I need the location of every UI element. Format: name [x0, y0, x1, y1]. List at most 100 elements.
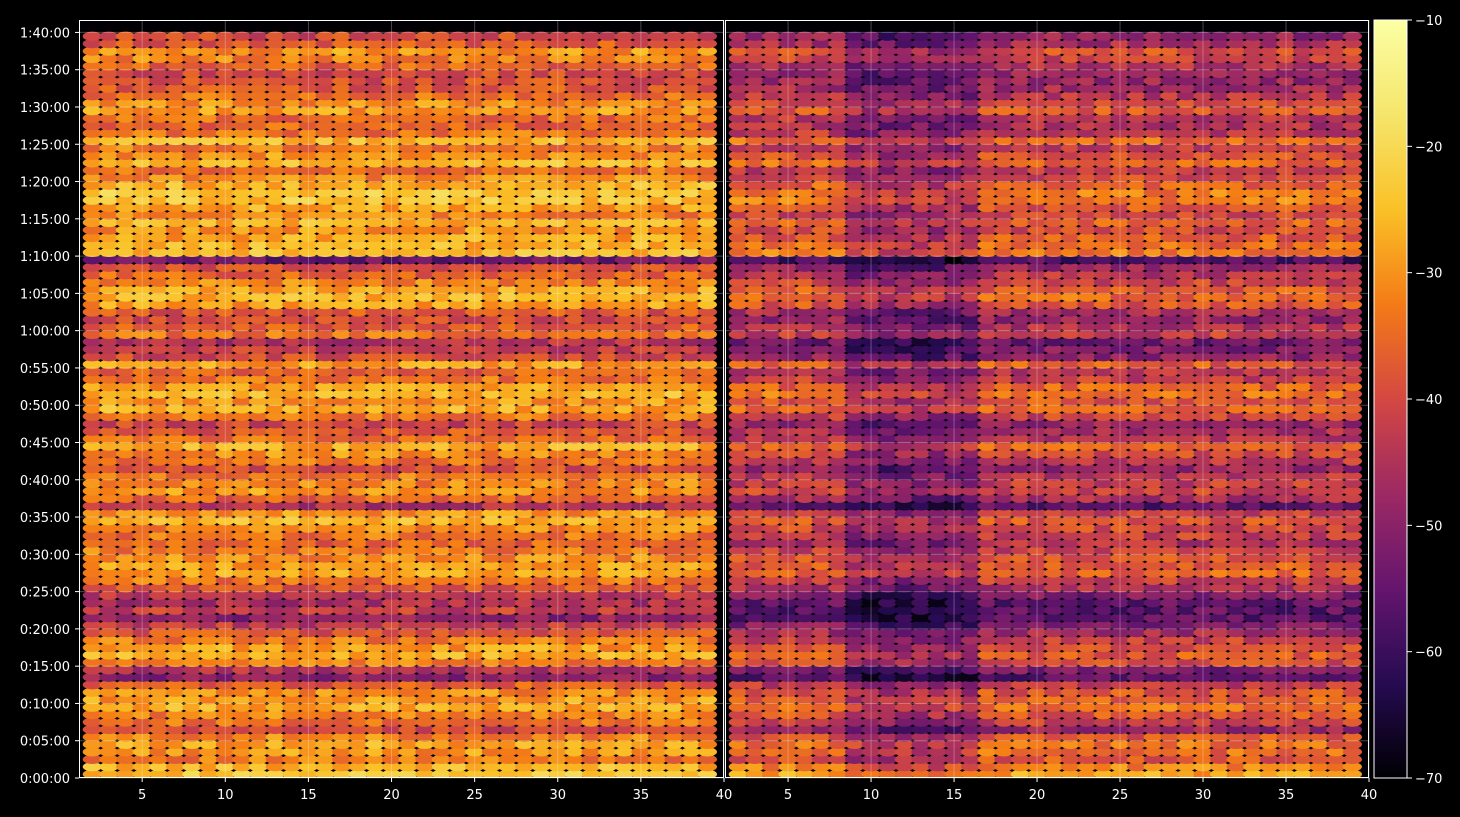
heatmap-cell — [298, 501, 318, 511]
heatmap-cell — [811, 739, 831, 750]
heatmap-cell — [1027, 769, 1047, 778]
heatmap-cell — [265, 441, 285, 451]
heatmap-cell — [298, 754, 318, 765]
heatmap-cell — [282, 553, 302, 563]
heatmap-cell — [465, 352, 485, 362]
heatmap-cell — [115, 695, 136, 705]
heatmap-cell — [132, 710, 152, 720]
heatmap-cell — [614, 359, 634, 369]
heatmap-cell — [548, 68, 568, 78]
heatmap-cell — [398, 292, 418, 302]
heatmap-cell — [149, 240, 169, 250]
heatmap-cell — [398, 128, 418, 138]
heatmap-cell — [365, 180, 385, 190]
heatmap-cell — [365, 605, 385, 615]
heatmap-cell — [697, 158, 718, 168]
heatmap-cell — [215, 560, 235, 571]
heatmap-cell — [248, 232, 269, 243]
heatmap-cell — [265, 217, 285, 228]
heatmap-cell — [448, 680, 468, 690]
heatmap-cell — [961, 702, 981, 712]
heatmap-cell — [415, 322, 435, 332]
heatmap-cell — [431, 232, 451, 243]
heatmap-cell — [828, 702, 848, 712]
heatmap-cell — [631, 106, 651, 116]
heatmap-cell — [614, 292, 634, 302]
heatmap-cell — [811, 687, 831, 697]
heatmap-cell — [332, 739, 352, 750]
heatmap-cell — [1309, 695, 1329, 705]
heatmap-cell — [298, 337, 318, 347]
heatmap-cell — [132, 203, 152, 213]
heatmap-cell — [265, 538, 285, 548]
heatmap-cell — [944, 732, 964, 742]
heatmap-cell — [448, 329, 468, 339]
heatmap-cell — [598, 31, 618, 41]
heatmap-cell — [415, 121, 435, 131]
heatmap-cell — [697, 404, 718, 414]
heatmap-cell — [165, 560, 185, 571]
heatmap-cell — [215, 590, 235, 600]
heatmap-cell — [647, 635, 668, 645]
heatmap-cell — [664, 434, 684, 444]
heatmap-cell — [365, 642, 385, 653]
heatmap-cell — [795, 732, 815, 742]
heatmap-cell — [664, 396, 684, 407]
heatmap-cell — [149, 464, 169, 474]
heatmap-cell — [844, 717, 865, 727]
heatmap-cell — [315, 665, 335, 675]
heatmap-cell — [82, 83, 102, 93]
heatmap-cell — [647, 456, 668, 466]
heatmap-cell — [1193, 724, 1213, 735]
heatmap-cell — [348, 121, 368, 131]
heatmap-cell — [664, 538, 684, 548]
heatmap-cell — [132, 314, 152, 325]
heatmap-cell — [614, 53, 634, 64]
heatmap-cell — [1093, 747, 1113, 757]
heatmap-cell — [165, 262, 185, 272]
heatmap-cell — [431, 404, 451, 414]
heatmap-cell — [149, 270, 169, 280]
heatmap-cell — [614, 396, 634, 407]
heatmap-cell — [298, 769, 318, 778]
heatmap-cell — [165, 635, 185, 645]
heatmap-cell — [631, 158, 651, 168]
heatmap-cell — [182, 508, 202, 518]
heatmap-cell — [1127, 762, 1147, 772]
heatmap-cell — [265, 732, 285, 742]
heatmap-cell — [1342, 762, 1362, 772]
heatmap-cell — [265, 300, 285, 310]
heatmap-cell — [1143, 695, 1163, 705]
heatmap-cell — [1010, 724, 1030, 735]
heatmap-cell — [745, 762, 765, 772]
heatmap-cell — [332, 98, 352, 108]
heatmap-cell — [381, 158, 402, 168]
heatmap-cell — [431, 546, 451, 556]
heatmap-cell — [99, 508, 119, 518]
heatmap-cell — [282, 650, 302, 660]
heatmap-cell — [548, 300, 568, 310]
heatmap-cell — [647, 695, 668, 705]
heatmap-cell — [681, 225, 701, 235]
heatmap-cell — [514, 560, 535, 571]
heatmap-cell — [315, 635, 335, 645]
heatmap-cell — [564, 374, 585, 384]
heatmap-cell — [398, 732, 418, 742]
heatmap-cell — [481, 53, 501, 64]
heatmap-cell — [348, 292, 368, 302]
heatmap-cell — [99, 665, 119, 675]
heatmap-cell — [282, 262, 302, 272]
heatmap-cell — [448, 121, 468, 131]
heatmap-cell — [465, 546, 485, 556]
heatmap-cell — [282, 575, 302, 586]
heatmap-cell — [115, 314, 136, 325]
heatmap-cell — [647, 583, 668, 593]
heatmap-cell — [795, 702, 815, 712]
heatmap-cell — [431, 486, 451, 496]
heatmap-cell — [115, 419, 136, 429]
heatmap-cell — [878, 717, 898, 727]
heatmap-cell — [298, 382, 318, 392]
heatmap-cell — [531, 329, 551, 339]
heatmap-cell — [415, 150, 435, 160]
heatmap-cell — [248, 210, 269, 220]
